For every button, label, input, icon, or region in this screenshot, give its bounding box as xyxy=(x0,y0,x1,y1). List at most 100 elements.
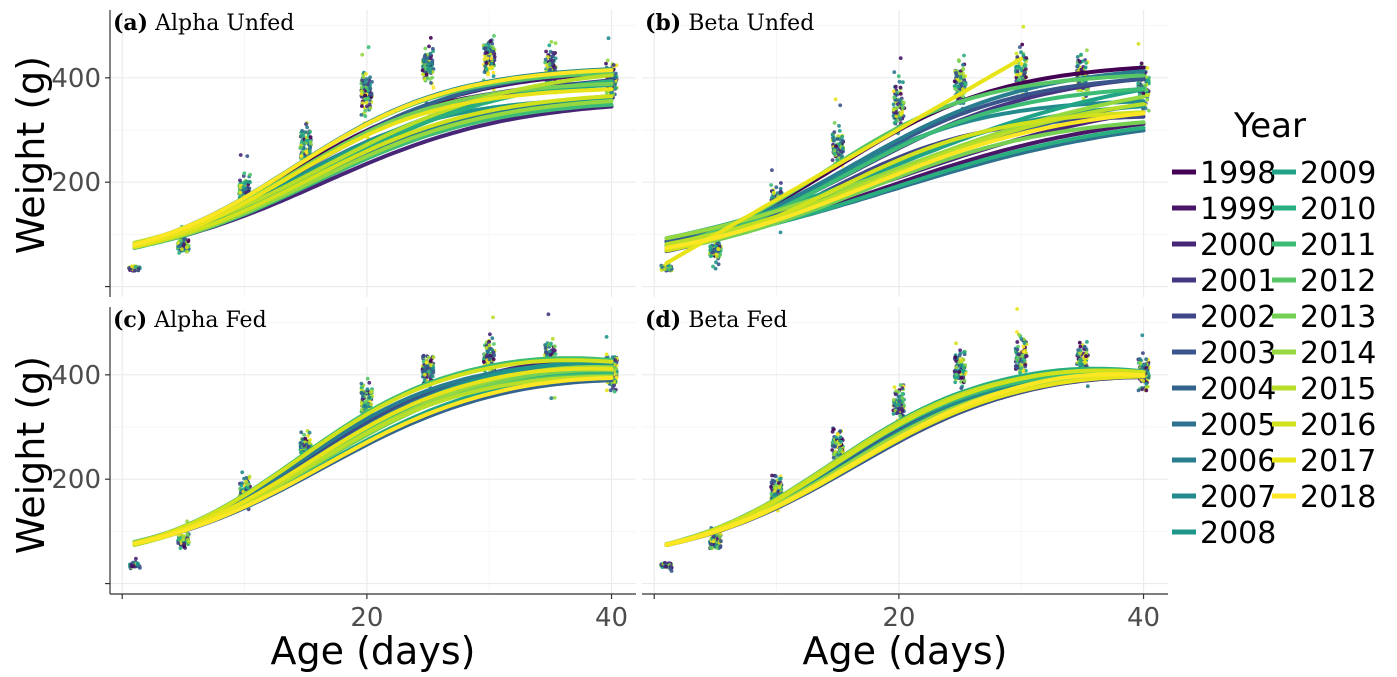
legend-label: 2015 xyxy=(1300,372,1376,407)
data-point xyxy=(893,84,898,89)
data-point xyxy=(777,481,781,485)
data-point xyxy=(1077,361,1082,366)
data-point xyxy=(959,380,963,384)
data-point xyxy=(711,539,716,544)
y-tick-label: 400 xyxy=(51,64,101,94)
data-point xyxy=(185,533,190,537)
panel-b: (b) Beta Unfed xyxy=(642,10,1168,297)
data-point xyxy=(366,82,370,87)
data-point xyxy=(663,560,667,565)
y-tick-label: 200 xyxy=(51,168,101,198)
data-point xyxy=(1015,307,1019,311)
data-point xyxy=(1023,63,1028,68)
data-point xyxy=(361,75,366,79)
legend-item-2008: 2008 xyxy=(1172,516,1276,551)
legend-item-2010: 2010 xyxy=(1272,192,1376,227)
data-point xyxy=(901,80,905,85)
data-point xyxy=(962,378,967,383)
legend-label: 2006 xyxy=(1200,444,1276,479)
data-point xyxy=(604,335,609,339)
data-point xyxy=(1015,355,1020,360)
data-point xyxy=(547,61,552,66)
data-point xyxy=(553,352,558,356)
data-point xyxy=(488,39,493,43)
legend-item-2017: 2017 xyxy=(1272,444,1376,479)
data-point xyxy=(1138,361,1143,366)
data-point xyxy=(1015,55,1020,60)
data-point xyxy=(423,59,428,63)
data-point xyxy=(360,391,365,396)
data-point xyxy=(1022,341,1027,345)
data-point xyxy=(364,100,369,105)
data-point xyxy=(487,343,492,348)
data-point xyxy=(773,487,778,491)
data-point xyxy=(1019,61,1024,66)
data-point xyxy=(958,75,963,80)
data-point xyxy=(130,264,135,269)
panel-name: Alpha Fed xyxy=(147,308,266,333)
data-point xyxy=(606,36,611,41)
data-point xyxy=(485,354,489,358)
data-point xyxy=(298,145,303,150)
data-point xyxy=(492,34,496,38)
x-axis-label-left: Age (days) xyxy=(271,629,476,673)
data-point xyxy=(551,51,555,55)
data-point xyxy=(186,239,191,244)
data-point xyxy=(1140,333,1145,338)
data-point xyxy=(1139,61,1144,66)
data-point xyxy=(1144,93,1149,98)
data-point xyxy=(242,476,247,481)
data-point xyxy=(711,250,715,255)
data-point xyxy=(547,349,552,354)
legend-item-2014: 2014 xyxy=(1272,336,1376,371)
panel-a: 200 400 (a) Alpha Unfed xyxy=(51,10,636,297)
data-point xyxy=(363,114,368,118)
data-point xyxy=(662,267,667,271)
data-point xyxy=(1144,381,1149,386)
data-point xyxy=(544,49,548,54)
y-axis-label-bottom: Weight (g) xyxy=(9,356,53,554)
legend-label: 2012 xyxy=(1300,264,1376,299)
data-point xyxy=(1140,365,1145,370)
data-point xyxy=(551,58,556,63)
legend-label: 2016 xyxy=(1300,408,1376,443)
data-point xyxy=(547,43,552,48)
data-point xyxy=(366,96,370,101)
data-point xyxy=(239,483,244,488)
data-point xyxy=(484,67,489,72)
data-point xyxy=(238,185,243,190)
data-point xyxy=(1015,340,1020,344)
fitted-curves-a xyxy=(132,67,614,250)
fit-curve-2016 xyxy=(664,368,1146,547)
data-point xyxy=(368,75,372,80)
data-point xyxy=(484,346,489,350)
data-point xyxy=(1137,357,1142,361)
data-point xyxy=(1085,48,1089,53)
data-point xyxy=(777,485,782,490)
data-point xyxy=(247,474,252,479)
data-point xyxy=(953,87,958,91)
data-point xyxy=(304,149,308,154)
data-point xyxy=(830,448,835,452)
data-point xyxy=(961,370,965,374)
data-point xyxy=(840,150,845,154)
data-point xyxy=(299,154,304,158)
data-point xyxy=(831,136,835,140)
x-tick-label: 40 xyxy=(1127,603,1160,633)
data-point xyxy=(132,268,137,273)
data-point xyxy=(718,252,723,257)
data-point xyxy=(961,67,966,72)
data-point xyxy=(549,341,553,346)
data-point xyxy=(897,402,901,407)
data-point xyxy=(718,545,723,550)
legend-label: 1999 xyxy=(1200,192,1276,227)
data-point xyxy=(1023,362,1027,367)
data-point xyxy=(488,353,493,358)
data-point xyxy=(837,129,842,133)
data-point xyxy=(830,158,835,163)
data-point xyxy=(773,492,777,496)
data-point xyxy=(892,95,897,100)
data-point xyxy=(426,67,430,72)
panel-background xyxy=(642,307,1168,594)
data-point xyxy=(427,44,431,49)
